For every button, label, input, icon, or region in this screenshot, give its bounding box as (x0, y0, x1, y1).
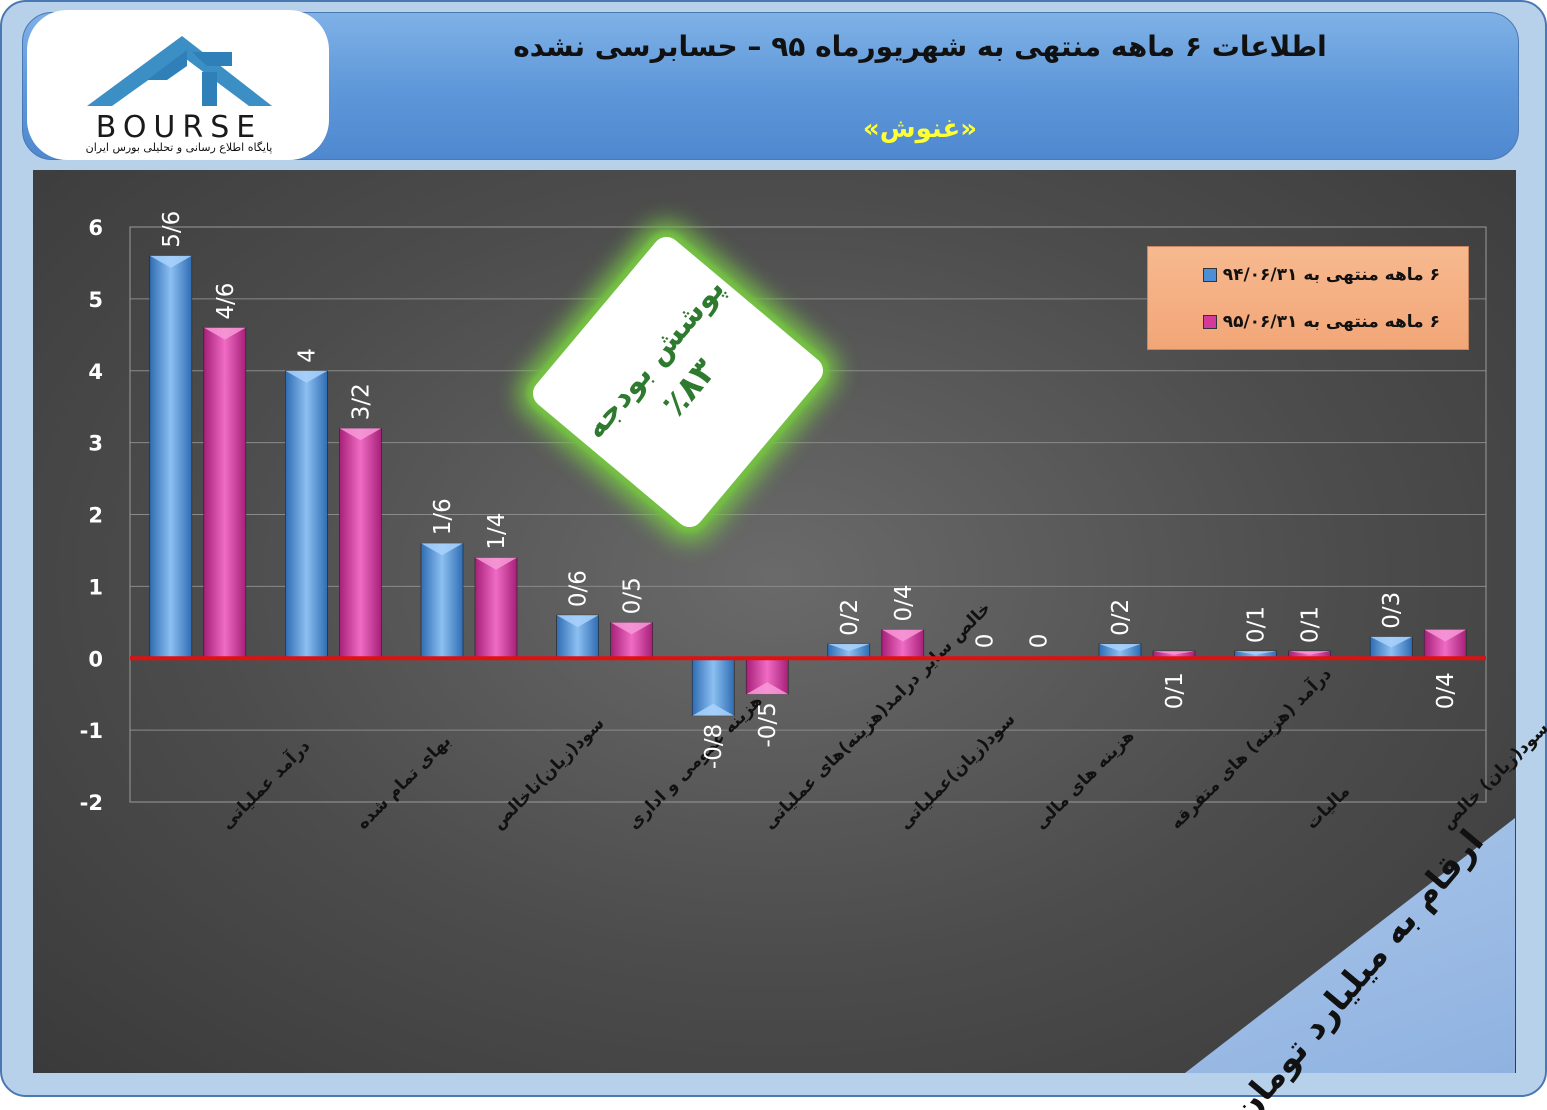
x-category-label: درآمد (هزینه) های متفرقه (1165, 663, 1336, 834)
legend-item-series-1: ۶ ماهه منتهی به ۹۴/۰۶/۳۱ (1202, 260, 1440, 290)
x-category-label: خالص سایر درامد(هزینه)های عملیاتی (760, 598, 995, 833)
bar-cap (881, 629, 924, 642)
data-label: -0/5 (755, 702, 781, 747)
y-tick-label: 3 (88, 432, 103, 456)
logo-subtitle: پایگاه اطلاع رسانی و تحلیلی بورس ایران (85, 141, 273, 154)
data-label: 1/6 (430, 498, 456, 535)
data-label: 0/5 (620, 577, 646, 614)
bar-cap (1370, 636, 1413, 648)
plot-border (129, 226, 1487, 803)
data-label: 4 (294, 348, 320, 363)
data-label: 0 (972, 634, 998, 649)
x-category-label: سود(زیان) خالص (1438, 718, 1547, 833)
bar-cap (149, 255, 192, 268)
data-label: 0/3 (1379, 592, 1405, 629)
bar-cap (556, 615, 599, 628)
data-label: 0/2 (1108, 599, 1134, 636)
bar-cap (285, 370, 328, 383)
bar (474, 557, 518, 659)
y-tick-label: -1 (80, 719, 103, 743)
legend-swatch-series-2 (1202, 315, 1217, 329)
bar-cap (203, 327, 246, 340)
y-tick-label: 2 (88, 504, 103, 528)
y-tick-label: 4 (88, 360, 103, 384)
bar (339, 427, 382, 659)
data-label: -0/8 (701, 724, 727, 769)
data-label: 0/1 (1244, 606, 1270, 643)
data-label: 0/4 (891, 584, 917, 621)
data-label: 0 (1026, 634, 1052, 649)
bar-cap (746, 682, 789, 695)
logo-name: BOURSE (95, 110, 263, 145)
y-tick-label: 0 (88, 647, 103, 671)
bar-cap (1153, 651, 1195, 655)
24-logo-icon (87, 36, 272, 106)
y-tick-label: 5 (88, 288, 103, 312)
legend-item-series-2: ۶ ماهه منتهی به ۹۵/۰۶/۳۱ (1202, 307, 1440, 337)
data-label: 5/6 (159, 211, 185, 248)
x-category-label: بهای تمام شده (353, 731, 455, 833)
bar (420, 542, 464, 659)
bar (203, 327, 247, 659)
data-label: 0/4 (1433, 672, 1459, 709)
bar-cap (1424, 629, 1467, 642)
bar-cap (1099, 643, 1141, 652)
bar-cap (827, 643, 870, 652)
bar-cap (610, 622, 653, 635)
bar-cap (692, 703, 735, 716)
y-tick-label: -2 (80, 791, 103, 815)
x-category-label: مالیات (1302, 781, 1354, 833)
bar-cap (1234, 651, 1277, 655)
data-label: 0/6 (566, 570, 592, 607)
bar-cap (339, 428, 382, 441)
chart-legend: ۶ ماهه منتهی به ۹۴/۰۶/۳۱ ۶ ماهه منتهی به… (1147, 246, 1469, 350)
data-label: 0/1 (1162, 672, 1188, 709)
bar-cap (1288, 651, 1331, 655)
bar-cap (421, 543, 463, 556)
x-category-label: هزینه های مالی (1031, 726, 1139, 834)
legend-label-series-2: ۶ ماهه منتهی به ۹۵/۰۶/۳۱ (1222, 312, 1440, 332)
x-category-label: سود(زیان)ناخالص (488, 714, 608, 834)
data-label: 0/1 (1298, 606, 1324, 643)
bar (285, 370, 328, 659)
legend-swatch-series-1 (1202, 268, 1217, 282)
data-label: 1/4 (484, 513, 510, 550)
bar (149, 255, 193, 659)
legend-label-series-1: ۶ ماهه منتهی به ۹۴/۰۶/۳۱ (1222, 265, 1440, 285)
data-label: 4/6 (213, 283, 239, 320)
y-tick-label: 1 (88, 575, 103, 599)
x-category-label: درآمد عملیاتی (216, 735, 315, 834)
y-tick-label: 6 (88, 216, 103, 240)
logo: BOURSE پایگاه اطلاع رسانی و تحلیلی بورس … (27, 10, 329, 160)
data-label: 3/2 (348, 383, 374, 420)
data-label: 0/2 (837, 599, 863, 636)
x-category-label: سود(زیان)عملیاتی (895, 709, 1019, 833)
page-title: اطلاعات ۶ ماهه منتهی به شهریورماه ۹۵ – ح… (513, 30, 1327, 63)
company-name: «غنوش» (862, 114, 978, 144)
bar-cap (475, 557, 517, 570)
